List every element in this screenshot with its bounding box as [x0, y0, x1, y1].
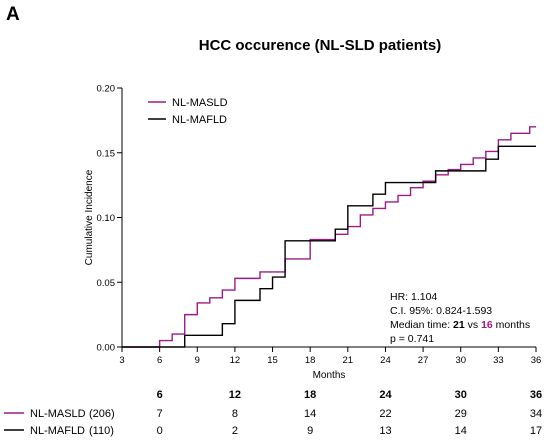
risk-row-value: 9	[307, 425, 313, 437]
plot-area: 0.000.050.100.150.20 3 6 9 12 15 18 21 24 27 30 33…	[97, 84, 542, 367]
risk-row-value: 29	[455, 408, 467, 420]
risk-row-name: NL-MASLD	[30, 408, 86, 420]
p-value: p = 0.741	[390, 333, 434, 345]
y-axis-ticks: 0.00 0.05 0.10 0.15 0.20	[97, 84, 122, 354]
x-axis-label: Months	[313, 370, 346, 381]
series-layer	[122, 126, 536, 348]
risk-row-value: 34	[530, 408, 542, 420]
median-mafld: 16	[481, 319, 493, 331]
x-tick-label: 27	[418, 355, 429, 366]
x-axis-ticks: 3 6 9 12 15 18 21 24 27 30 33 36	[119, 347, 541, 366]
x-tick-label: 36	[531, 355, 542, 366]
risk-row-value: 8	[232, 408, 238, 420]
risk-time-header: 18	[304, 389, 316, 401]
y-tick-label: 0.10	[97, 213, 116, 224]
x-tick-label: 9	[195, 355, 200, 366]
x-tick-label: 3	[119, 355, 124, 366]
risk-row-value: 14	[304, 408, 316, 420]
hazard-ratio: HR: 1.104	[390, 291, 437, 303]
median-suffix: months	[493, 319, 530, 331]
risk-time-header: 6	[157, 389, 163, 401]
risk-row-value: 22	[379, 408, 391, 420]
y-tick-label: 0.15	[97, 148, 116, 159]
median-prefix: Median time:	[390, 319, 453, 331]
series-line-nl-masld	[122, 126, 536, 348]
legend-label-nl-masld: NL-MASLD	[172, 97, 228, 109]
risk-time-header: 36	[530, 389, 542, 401]
x-tick-label: 33	[493, 355, 504, 366]
series-line-nl-mafld	[122, 145, 536, 348]
risk-row-value: 13	[379, 425, 391, 437]
y-axis-label: Cumulative Incidence	[84, 169, 95, 265]
x-tick-label: 15	[267, 355, 278, 366]
y-tick-label: 0.20	[97, 84, 116, 95]
y-tick-label: 0.00	[97, 343, 116, 354]
legend-label-nl-mafld: NL-MAFLD	[172, 114, 227, 126]
x-tick-label: 18	[305, 355, 316, 366]
risk-row-value: 17	[530, 425, 542, 437]
x-tick-label: 24	[380, 355, 391, 366]
x-tick-label: 21	[343, 355, 354, 366]
legend: NL-MASLD NL-MAFLD	[148, 97, 228, 126]
risk-row-value: 7	[157, 408, 163, 420]
risk-row-name: NL-MAFLD	[30, 425, 85, 437]
confidence-interval: C.I. 95%: 0.824-1.593	[390, 305, 492, 317]
stats-annotation: HR: 1.104 C.I. 95%: 0.824-1.593 Median t…	[390, 291, 530, 345]
x-tick-label: 6	[157, 355, 162, 366]
risk-row-value: 0	[157, 425, 163, 437]
x-tick-label: 12	[230, 355, 241, 366]
median-vs: vs	[465, 319, 481, 331]
median-time: Median time: 21 vs 16 months	[390, 319, 530, 331]
risk-time-header: 24	[379, 389, 392, 401]
chart-title: HCC occurence (NL-SLD patients)	[199, 37, 442, 54]
risk-row-value: 2	[232, 425, 238, 437]
risk-time-header: 12	[229, 389, 241, 401]
median-masld: 21	[453, 319, 465, 331]
risk-row-n: (110)	[89, 425, 114, 437]
risk-row-value: 14	[455, 425, 467, 437]
x-tick-label: 30	[455, 355, 466, 366]
panel-letter: A	[6, 4, 20, 25]
risk-time-header: 30	[455, 389, 467, 401]
risk-row-n: (206)	[89, 408, 115, 420]
y-tick-label: 0.05	[97, 278, 116, 289]
